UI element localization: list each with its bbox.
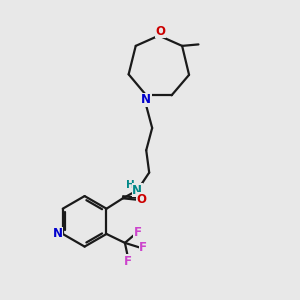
Text: F: F bbox=[124, 255, 132, 268]
Text: N: N bbox=[141, 93, 151, 106]
Text: O: O bbox=[137, 193, 147, 206]
Text: N: N bbox=[52, 227, 62, 241]
Text: F: F bbox=[139, 241, 147, 254]
Text: F: F bbox=[134, 226, 142, 239]
Text: H: H bbox=[126, 180, 135, 190]
Text: O: O bbox=[155, 25, 165, 38]
Text: N: N bbox=[132, 184, 142, 197]
